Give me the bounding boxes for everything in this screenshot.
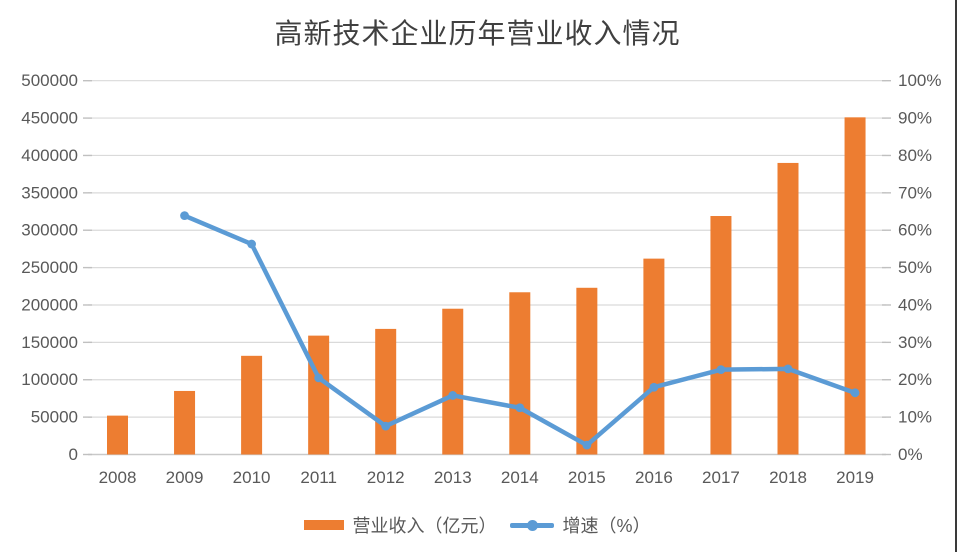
- right-axis-label: 70%: [898, 183, 932, 202]
- left-axis-label: 250000: [21, 258, 78, 277]
- x-axis-label: 2013: [434, 468, 472, 487]
- x-axis-label: 2008: [99, 468, 137, 487]
- left-axis-label: 350000: [21, 183, 78, 202]
- growth-line-marker: [850, 388, 860, 398]
- legend-bar-label: 营业收入（亿元）: [352, 516, 497, 536]
- bar-2009: [174, 390, 196, 455]
- x-axis-label: 2015: [568, 468, 606, 487]
- right-axis-label: 100%: [898, 71, 941, 90]
- growth-line-marker: [314, 373, 324, 383]
- right-axis-label: 20%: [898, 370, 932, 389]
- left-axis-label: 100000: [21, 370, 78, 389]
- right-axis-label: 0%: [898, 445, 923, 464]
- bar-2018: [777, 162, 799, 455]
- bar-2016: [643, 258, 665, 455]
- x-axis-label: 2019: [836, 468, 874, 487]
- growth-line-marker: [448, 391, 458, 400]
- bar-2012: [375, 328, 397, 455]
- screenshot-right-edge-line: [955, 0, 957, 552]
- bar-2014: [509, 292, 531, 455]
- legend: 营业收入（亿元） 增速（%）: [0, 512, 955, 538]
- right-axis-label: 50%: [898, 258, 932, 277]
- left-axis-label: 450000: [21, 109, 78, 128]
- chart-title: 高新技术企业历年营业收入情况: [274, 17, 681, 50]
- x-axis-label: 2017: [702, 468, 740, 487]
- right-axis-label: 80%: [898, 146, 932, 165]
- growth-line-marker: [582, 440, 592, 450]
- legend-line-label: 增速（%）: [562, 516, 651, 536]
- growth-line-marker: [515, 403, 525, 413]
- right-axis-label: 60%: [898, 221, 932, 240]
- right-axis-label: 30%: [898, 333, 932, 352]
- bar-2010: [241, 355, 263, 455]
- left-axis-label: 150000: [21, 333, 78, 352]
- right-axis-label: 10%: [898, 408, 932, 427]
- bar-2008: [107, 415, 128, 455]
- left-axis-label: 300000: [21, 221, 78, 240]
- left-axis-label: 0: [69, 445, 78, 464]
- growth-line-marker: [649, 382, 659, 392]
- right-axis-label: 90%: [898, 109, 932, 128]
- left-axis-label: 400000: [21, 146, 78, 165]
- x-axis-label: 2014: [501, 468, 539, 487]
- growth-line-marker: [783, 364, 793, 374]
- growth-line-marker: [247, 239, 256, 249]
- x-axis-label: 2016: [635, 468, 673, 487]
- bar-2013: [442, 308, 464, 455]
- x-axis-label: 2009: [166, 468, 204, 487]
- legend-line-marker-dot: [527, 520, 539, 531]
- x-axis-label: 2010: [233, 468, 271, 487]
- bar-2011: [308, 335, 330, 455]
- bar-2017: [710, 216, 732, 455]
- bar-2015: [576, 287, 598, 455]
- left-axis-label: 200000: [21, 295, 78, 314]
- x-axis-label: 2018: [769, 468, 807, 487]
- growth-line-marker: [381, 421, 391, 431]
- growth-line-marker: [180, 211, 189, 221]
- growth-line-marker: [716, 365, 726, 375]
- bar-2019: [844, 117, 866, 455]
- x-axis-label: 2011: [300, 468, 337, 487]
- legend-line-swatch-icon: [510, 519, 555, 531]
- right-axis-label: 40%: [898, 295, 932, 314]
- left-axis-label: 500000: [21, 71, 78, 90]
- x-axis-label: 2012: [367, 468, 405, 487]
- legend-bar-swatch-icon: [304, 520, 345, 530]
- left-axis-label: 50000: [31, 408, 78, 427]
